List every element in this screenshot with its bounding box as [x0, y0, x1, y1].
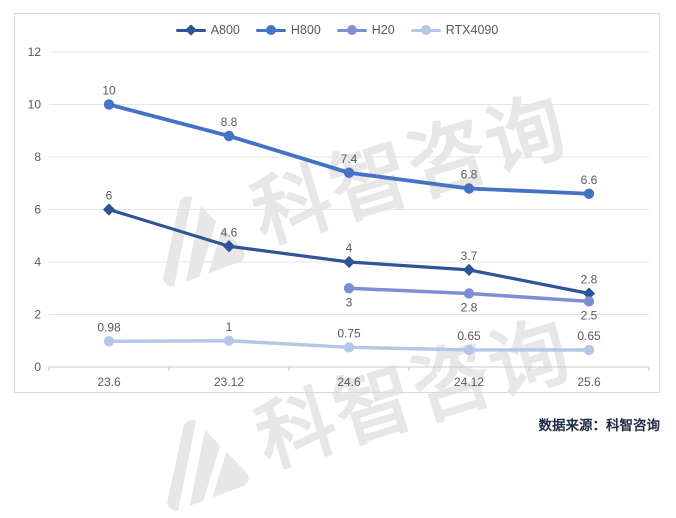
data-label-h20: 3 — [346, 295, 353, 309]
data-label-rtx4090: 0.65 — [577, 329, 601, 343]
legend-marker-line — [255, 25, 286, 35]
legend-diamond-marker-icon — [185, 24, 197, 36]
legend-item-rtx4090: RTX4090 — [410, 23, 499, 37]
data-point-h800 — [223, 130, 235, 142]
data-point-a800 — [462, 263, 476, 276]
y-axis-tick-label: 2 — [34, 308, 41, 322]
data-point-h800 — [463, 183, 475, 194]
legend-item-h800: H800 — [255, 23, 321, 37]
chart-container: A800 H800 H20 RTX4090 0 2 4 6 8 10 12 23.6 23.12 24.… — [14, 13, 660, 393]
data-label-a800: 3.7 — [461, 249, 478, 263]
x-axis-tick-label: 23.6 — [97, 375, 121, 389]
data-point-rtx4090 — [343, 342, 355, 353]
legend-circle-marker-icon — [265, 25, 276, 35]
y-axis-tick-label: 0 — [34, 360, 41, 374]
data-point-h800 — [583, 188, 595, 199]
data-label-h800: 7.4 — [341, 152, 358, 166]
y-axis-tick-label: 6 — [34, 203, 41, 217]
data-label-a800: 4 — [346, 241, 353, 255]
legend-label: H800 — [290, 23, 321, 37]
legend-label: RTX4090 — [445, 23, 499, 37]
y-axis-tick-label: 8 — [34, 150, 41, 164]
line-chart: 0 2 4 6 8 10 12 23.6 23.12 24.6 24.12 25.6 6 4.6 4 3.7 2… — [28, 45, 650, 389]
data-label-h20: 2.5 — [581, 308, 598, 322]
data-point-rtx4090 — [223, 335, 235, 346]
data-point-h800 — [103, 99, 115, 110]
legend-item-a800: A800 — [175, 23, 240, 37]
data-point-h800 — [343, 167, 355, 178]
data-label-h20: 2.8 — [461, 301, 478, 315]
x-axis-tick-label: 24.6 — [337, 375, 361, 389]
data-point-h20 — [583, 296, 595, 307]
data-point-h20 — [463, 288, 475, 299]
legend-marker-line — [410, 25, 441, 35]
data-point-rtx4090 — [583, 344, 595, 356]
data-label-a800: 4.6 — [221, 225, 238, 239]
data-label-rtx4090: 0.65 — [457, 329, 481, 343]
watermark-logo-icon — [167, 406, 249, 516]
data-label-h800: 6.6 — [581, 173, 598, 187]
legend-marker-line — [175, 24, 206, 36]
legend-marker-line — [336, 25, 367, 35]
data-label-h800: 10 — [102, 84, 116, 98]
legend-item-h20: H20 — [336, 23, 395, 37]
x-axis-tick-label: 24.12 — [454, 375, 484, 389]
data-label-a800: 2.8 — [581, 273, 598, 287]
data-point-h20 — [343, 283, 355, 294]
data-label-h800: 6.8 — [461, 168, 478, 182]
data-point-rtx4090 — [463, 344, 475, 356]
data-source-note: 数据来源：科智咨询 — [538, 418, 661, 433]
data-point-a800 — [102, 203, 116, 216]
legend-circle-marker-icon — [346, 25, 357, 35]
data-label-a800: 6 — [106, 189, 113, 203]
data-point-rtx4090 — [103, 336, 115, 347]
legend-label: H20 — [371, 23, 395, 37]
y-axis-tick-label: 10 — [28, 98, 42, 112]
series-line-h800 — [107, 102, 591, 196]
data-label-rtx4090: 1 — [226, 320, 233, 334]
data-label-rtx4090: 0.98 — [97, 320, 121, 334]
y-axis-tick-label: 4 — [34, 255, 41, 269]
x-axis-tick-label: 25.6 — [577, 375, 601, 389]
data-point-a800 — [342, 255, 356, 269]
chart-legend: A800 H800 H20 RTX4090 — [15, 23, 659, 37]
data-point-a800 — [222, 240, 236, 253]
data-label-rtx4090: 0.75 — [337, 326, 361, 340]
x-axis-tick-label: 23.12 — [214, 375, 244, 389]
legend-circle-marker-icon — [420, 25, 431, 35]
y-axis-tick-label: 12 — [28, 45, 42, 59]
legend-label: A800 — [210, 23, 240, 37]
data-label-h800: 8.8 — [221, 115, 238, 129]
